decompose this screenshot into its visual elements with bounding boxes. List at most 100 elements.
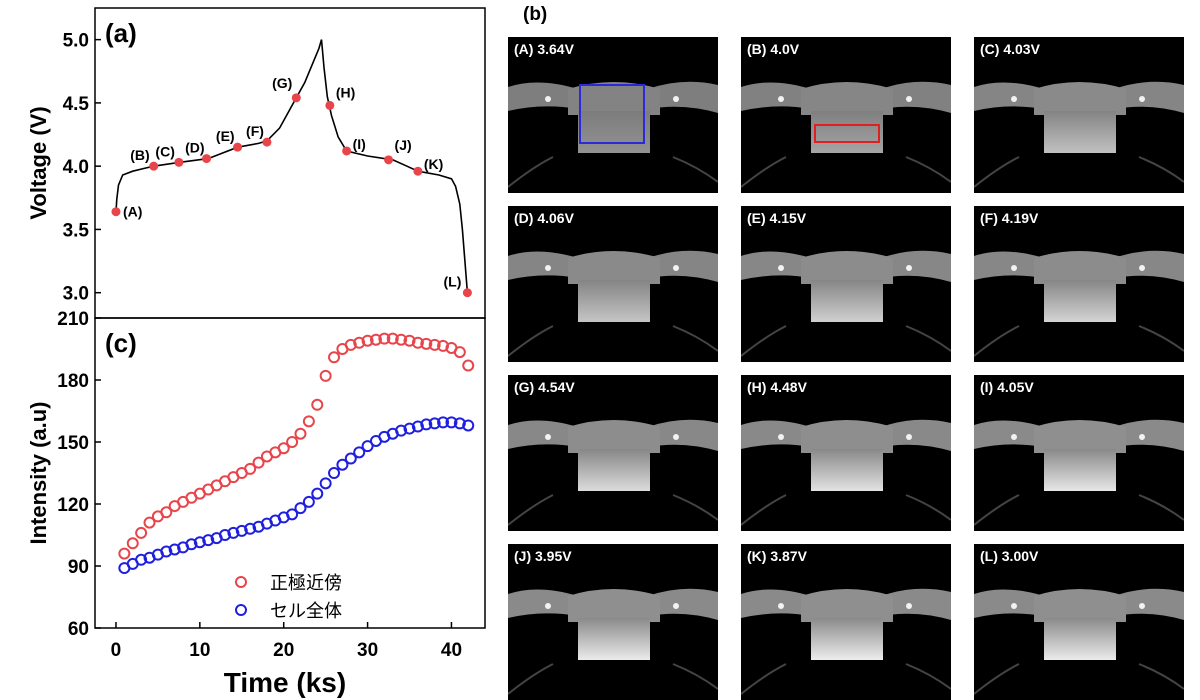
image-arc	[974, 325, 1020, 357]
image-upper-body	[568, 589, 660, 622]
image-lower-block	[578, 618, 650, 660]
image-left-arm	[741, 82, 811, 111]
legend-marker-series-2	[235, 604, 247, 616]
time-x-tick-label: 0	[111, 640, 122, 661]
image-arc	[1138, 494, 1184, 521]
voltage-point	[291, 93, 301, 103]
intensity-point-series-2	[219, 529, 231, 541]
mri-image-cell: (L) 3.00V	[974, 544, 1184, 700]
intensity-point-series-1	[453, 346, 466, 359]
intensity-point-series-1	[311, 398, 324, 411]
image-arc	[672, 663, 718, 690]
intensity-point-series-2	[168, 543, 181, 556]
panel-a-label: (a)	[105, 18, 137, 48]
mri-image	[741, 81, 951, 188]
blue-roi-box	[579, 84, 645, 144]
mri-image-label: (B) 4.0V	[747, 41, 800, 57]
image-right-arm	[648, 588, 718, 620]
intensity-point-series-1	[319, 369, 332, 382]
voltage-point-label: (L)	[443, 274, 461, 290]
image-right-arm	[648, 419, 718, 451]
image-upper-body	[801, 420, 893, 453]
image-right-arm	[881, 588, 951, 620]
image-arc	[974, 494, 1020, 526]
intensity-point-series-1	[143, 516, 156, 529]
image-lower-block	[1044, 111, 1116, 153]
intensity-point-series-2	[227, 526, 240, 539]
image-arc	[741, 156, 787, 188]
intensity-point-series-1	[361, 334, 374, 347]
image-bright-spot	[1139, 603, 1145, 609]
intensity-point-series-2	[353, 446, 366, 459]
mri-image	[508, 419, 718, 526]
intensity-point-series-2	[302, 495, 315, 508]
image-upper-body	[1034, 589, 1126, 622]
image-upper-body	[801, 589, 893, 622]
mri-image-label: (A) 3.64V	[514, 41, 574, 57]
image-arc	[974, 663, 1020, 695]
intensity-axis-label: Intensity (a.u)	[26, 401, 51, 544]
image-arc	[905, 494, 951, 521]
voltage-y-tick-label: 3.0	[63, 284, 89, 305]
image-right-arm	[881, 250, 951, 282]
voltage-point-label: (A)	[123, 204, 142, 220]
intensity-point-series-1	[428, 338, 441, 351]
image-right-arm	[648, 250, 718, 282]
image-arc	[741, 494, 787, 526]
intensity-point-series-1	[135, 526, 148, 539]
legend-label-series-1: 正極近傍	[270, 573, 342, 594]
mri-image	[741, 419, 951, 526]
mri-image-cell: (I) 4.05V	[974, 375, 1184, 531]
legend-label-series-2: セル全体	[270, 601, 342, 622]
image-arc	[974, 156, 1020, 188]
image-bright-spot	[778, 265, 784, 271]
image-arc	[672, 494, 718, 521]
intensity-point-series-1	[126, 537, 139, 550]
intensity-point-series-1	[294, 427, 307, 440]
mri-image	[741, 588, 951, 695]
voltage-point	[111, 207, 121, 217]
image-upper-body	[568, 82, 660, 115]
mri-image	[974, 81, 1184, 188]
image-arc	[1138, 325, 1184, 352]
mri-image-cell: (J) 3.95V	[508, 544, 718, 700]
image-left-arm	[741, 420, 811, 449]
image-arc	[1138, 156, 1184, 183]
intensity-point-series-2	[437, 416, 450, 429]
voltage-point-label: (B)	[130, 147, 149, 163]
voltage-point	[342, 146, 352, 156]
intensity-point-series-2	[411, 420, 424, 433]
voltage-point-label: (J)	[395, 137, 412, 153]
image-upper-body	[801, 251, 893, 284]
voltage-point	[149, 161, 159, 171]
voltage-point-label: (C)	[155, 143, 174, 159]
intensity-point-series-1	[328, 351, 341, 364]
image-arc	[672, 325, 718, 352]
intensity-point-series-2	[403, 422, 416, 435]
mri-image-cell: (A) 3.64V	[508, 37, 718, 193]
image-arc	[905, 156, 951, 183]
image-bright-spot	[673, 603, 679, 609]
time-axis-label: Time (ks)	[224, 667, 346, 698]
voltage-point	[413, 166, 423, 176]
image-left-arm	[974, 82, 1044, 111]
mri-image	[508, 588, 718, 695]
image-lower-block	[1044, 618, 1116, 660]
intensity-point-series-2	[286, 508, 299, 521]
image-right-arm	[1114, 250, 1184, 282]
image-lower-block	[811, 280, 883, 322]
image-bright-spot	[545, 96, 551, 102]
intensity-point-series-1	[411, 336, 424, 349]
mri-image-label: (C) 4.03V	[980, 41, 1040, 57]
image-lower-block	[578, 280, 650, 322]
image-left-arm	[508, 82, 578, 111]
voltage-point-label: (H)	[336, 84, 355, 100]
voltage-point-label: (F)	[246, 123, 264, 139]
mri-image-cell: (G) 4.54V	[508, 375, 718, 531]
image-lower-block	[1044, 449, 1116, 491]
voltage-point-label: (D)	[185, 140, 204, 156]
mri-image-cell: (E) 4.15V	[741, 206, 951, 362]
intensity-point-series-2	[135, 553, 148, 566]
panel-b-label: (b)	[523, 4, 548, 25]
intensity-point-series-2	[319, 477, 332, 490]
